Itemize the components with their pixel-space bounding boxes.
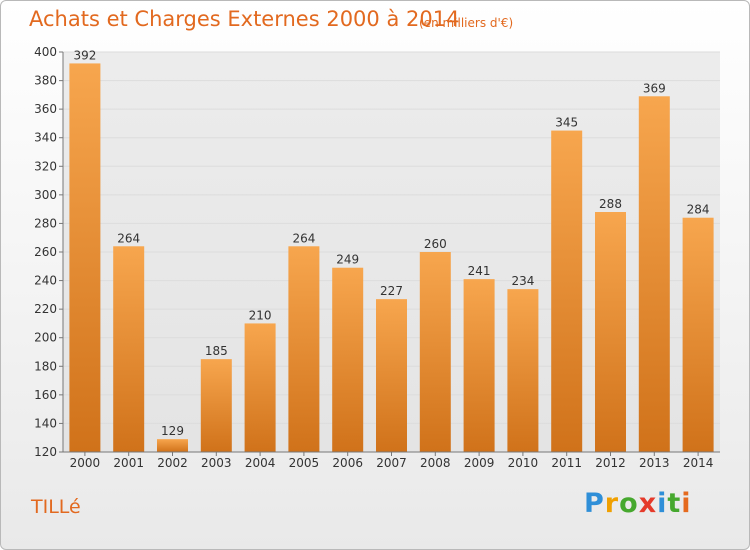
logo-letter: r bbox=[604, 488, 620, 519]
x-tick-label: 2008 bbox=[420, 456, 451, 470]
x-tick-label: 2005 bbox=[289, 456, 320, 470]
bar-value-label: 249 bbox=[336, 253, 359, 267]
bar-value-label: 234 bbox=[511, 274, 534, 288]
chart-title: Achats et Charges Externes 2000 à 2014 bbox=[29, 7, 460, 31]
bar-value-label: 392 bbox=[73, 48, 96, 62]
logo-letter: i bbox=[681, 488, 692, 519]
x-tick-label: 2011 bbox=[551, 456, 582, 470]
x-tick-label: 2001 bbox=[113, 456, 144, 470]
y-tick-label: 400 bbox=[34, 45, 57, 59]
x-tick-label: 2002 bbox=[157, 456, 188, 470]
bar-2010 bbox=[507, 289, 539, 452]
bar-2011 bbox=[551, 130, 583, 453]
x-tick-label: 2006 bbox=[332, 456, 363, 470]
y-tick-label: 180 bbox=[34, 359, 57, 373]
logo-letter: x bbox=[638, 488, 658, 519]
x-tick-label: 2007 bbox=[376, 456, 407, 470]
bar-value-label: 288 bbox=[599, 197, 622, 211]
y-tick-label: 240 bbox=[34, 274, 57, 288]
bar-value-label: 284 bbox=[687, 203, 710, 217]
bar-2002 bbox=[157, 439, 188, 452]
y-tick-label: 160 bbox=[34, 388, 57, 402]
y-tick-label: 380 bbox=[34, 74, 57, 88]
bar-2012 bbox=[595, 212, 626, 452]
x-tick-label: 2012 bbox=[595, 456, 626, 470]
commune-name: TILLé bbox=[31, 496, 81, 518]
bar-value-label: 227 bbox=[380, 284, 403, 298]
x-tick-label: 2009 bbox=[464, 456, 495, 470]
bar-2005 bbox=[288, 246, 320, 452]
y-tick-label: 360 bbox=[34, 102, 57, 116]
bar-2004 bbox=[244, 323, 276, 452]
bar-value-label: 185 bbox=[205, 344, 228, 358]
x-tick-label: 2004 bbox=[245, 456, 276, 470]
x-tick-label: 2000 bbox=[70, 456, 101, 470]
bar-2008 bbox=[419, 252, 451, 452]
chart-subtitle: (en milliers d'€) bbox=[419, 16, 514, 30]
bar-2006 bbox=[332, 267, 364, 452]
bar-2013 bbox=[638, 96, 670, 453]
y-tick-label: 340 bbox=[34, 131, 57, 145]
proxiti-logo[interactable]: Proxiti bbox=[584, 488, 692, 519]
bar-2001 bbox=[113, 246, 145, 452]
bar-2007 bbox=[376, 299, 407, 452]
logo-letter: o bbox=[619, 488, 639, 519]
bar-value-label: 345 bbox=[555, 116, 578, 130]
bar-2000 bbox=[69, 63, 101, 453]
logo-letter: t bbox=[667, 488, 682, 519]
bar-value-label: 260 bbox=[424, 237, 447, 251]
bar-value-label: 210 bbox=[249, 308, 272, 322]
bar-2014 bbox=[682, 217, 714, 452]
logo-letter: P bbox=[584, 488, 605, 519]
bar-value-label: 369 bbox=[643, 81, 666, 95]
y-tick-label: 320 bbox=[34, 159, 57, 173]
bar-value-label: 264 bbox=[117, 231, 140, 245]
y-tick-label: 200 bbox=[34, 331, 57, 345]
y-tick-label: 280 bbox=[34, 216, 57, 230]
y-tick-label: 140 bbox=[34, 416, 57, 430]
y-tick-label: 120 bbox=[34, 445, 57, 459]
bar-value-label: 241 bbox=[468, 264, 491, 278]
bar-value-label: 129 bbox=[161, 424, 184, 438]
y-tick-label: 260 bbox=[34, 245, 57, 259]
x-tick-label: 2010 bbox=[508, 456, 539, 470]
x-tick-label: 2014 bbox=[683, 456, 714, 470]
y-tick-label: 300 bbox=[34, 188, 57, 202]
logo-letter: i bbox=[657, 488, 668, 519]
x-tick-label: 2003 bbox=[201, 456, 232, 470]
x-tick-label: 2013 bbox=[639, 456, 670, 470]
bar-value-label: 264 bbox=[292, 231, 315, 245]
bar-2003 bbox=[200, 359, 232, 452]
bar-2009 bbox=[463, 279, 495, 452]
y-tick-label: 220 bbox=[34, 302, 57, 316]
